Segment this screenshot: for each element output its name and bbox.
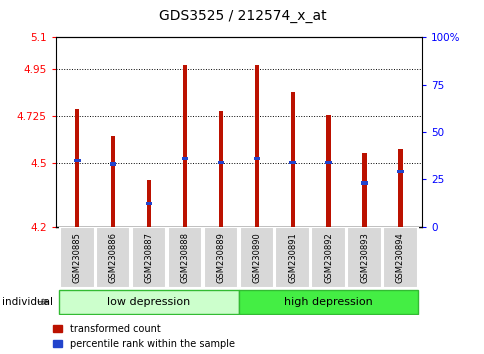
Bar <box>326 115 330 227</box>
Bar <box>111 136 115 227</box>
FancyBboxPatch shape <box>239 227 273 288</box>
FancyBboxPatch shape <box>382 227 417 288</box>
FancyBboxPatch shape <box>347 227 381 288</box>
Bar <box>182 64 187 227</box>
FancyBboxPatch shape <box>132 227 166 288</box>
Text: GSM230894: GSM230894 <box>395 232 404 283</box>
Bar <box>253 157 259 160</box>
FancyBboxPatch shape <box>238 290 418 314</box>
Bar <box>217 161 224 164</box>
Bar <box>110 162 116 166</box>
Text: low depression: low depression <box>107 297 190 307</box>
Bar <box>362 153 366 227</box>
Bar <box>290 92 294 227</box>
Text: individual: individual <box>2 297 53 307</box>
Bar <box>396 170 403 173</box>
FancyBboxPatch shape <box>167 227 202 288</box>
Bar <box>289 161 295 164</box>
Bar <box>75 109 79 227</box>
FancyBboxPatch shape <box>275 227 309 288</box>
Text: GSM230890: GSM230890 <box>252 232 261 283</box>
FancyBboxPatch shape <box>60 227 94 288</box>
Bar <box>397 149 402 227</box>
Bar <box>147 180 151 227</box>
Text: GSM230889: GSM230889 <box>216 232 225 283</box>
FancyBboxPatch shape <box>59 290 238 314</box>
Bar <box>182 157 188 160</box>
Bar <box>254 64 258 227</box>
Text: GSM230888: GSM230888 <box>180 232 189 283</box>
Bar <box>146 202 152 205</box>
Bar <box>325 161 331 164</box>
FancyBboxPatch shape <box>203 227 238 288</box>
Text: GSM230892: GSM230892 <box>323 232 333 283</box>
Text: high depression: high depression <box>284 297 372 307</box>
FancyBboxPatch shape <box>96 227 130 288</box>
Text: GSM230887: GSM230887 <box>144 232 153 283</box>
Text: GSM230885: GSM230885 <box>73 232 82 283</box>
FancyBboxPatch shape <box>311 227 345 288</box>
Bar <box>361 181 367 184</box>
Bar <box>74 159 80 162</box>
Legend: transformed count, percentile rank within the sample: transformed count, percentile rank withi… <box>53 324 234 349</box>
Text: GSM230886: GSM230886 <box>108 232 118 283</box>
Text: GSM230893: GSM230893 <box>359 232 368 283</box>
Bar <box>218 111 223 227</box>
Text: GDS3525 / 212574_x_at: GDS3525 / 212574_x_at <box>158 9 326 23</box>
Text: GSM230891: GSM230891 <box>287 232 297 283</box>
